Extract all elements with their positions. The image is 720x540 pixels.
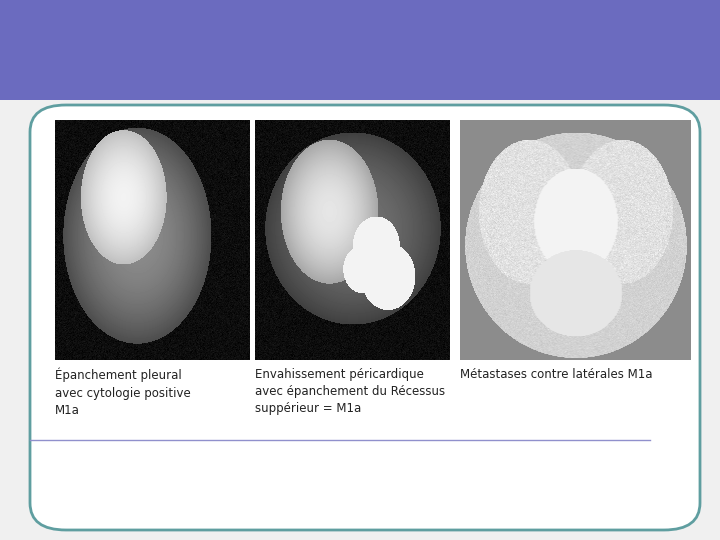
Text: Envahissement péricardique
avec épanchement du Récessus
suppérieur = M1a: Envahissement péricardique avec épanchem… xyxy=(255,368,445,415)
Bar xyxy=(0,0,720,100)
FancyBboxPatch shape xyxy=(30,105,700,530)
Text: Métastases contre latérales M1a: Métastases contre latérales M1a xyxy=(460,368,652,381)
Text: Épanchement pleural
avec cytologie positive
M1a: Épanchement pleural avec cytologie posit… xyxy=(55,368,191,416)
